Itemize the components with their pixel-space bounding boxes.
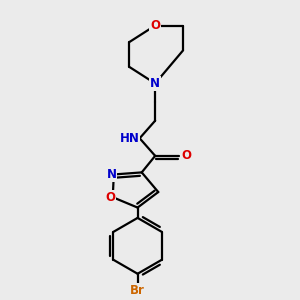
- Text: O: O: [181, 149, 191, 162]
- Text: N: N: [150, 77, 160, 90]
- Text: HN: HN: [120, 132, 140, 145]
- Text: O: O: [150, 19, 160, 32]
- Text: N: N: [107, 168, 117, 181]
- Text: Br: Br: [130, 284, 145, 297]
- Text: O: O: [106, 191, 116, 204]
